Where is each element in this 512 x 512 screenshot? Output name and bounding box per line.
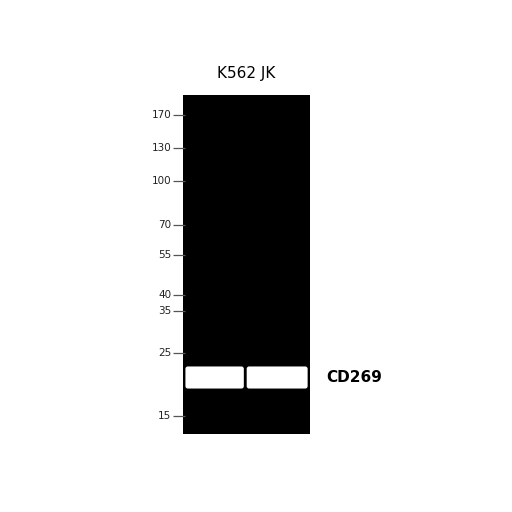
Text: K562 JK: K562 JK: [217, 66, 276, 81]
FancyBboxPatch shape: [190, 371, 239, 384]
Text: CD269: CD269: [326, 370, 382, 385]
Bar: [183, 95, 310, 434]
Text: 15: 15: [158, 411, 171, 421]
FancyBboxPatch shape: [247, 367, 308, 389]
Text: 35: 35: [158, 306, 171, 316]
Text: 55: 55: [158, 250, 171, 260]
Text: 130: 130: [152, 143, 171, 154]
FancyBboxPatch shape: [252, 371, 303, 384]
FancyBboxPatch shape: [185, 367, 244, 389]
Text: 25: 25: [158, 348, 171, 358]
Text: 100: 100: [152, 176, 171, 186]
Text: 40: 40: [158, 290, 171, 300]
Text: 70: 70: [158, 220, 171, 230]
Text: 170: 170: [152, 110, 171, 120]
